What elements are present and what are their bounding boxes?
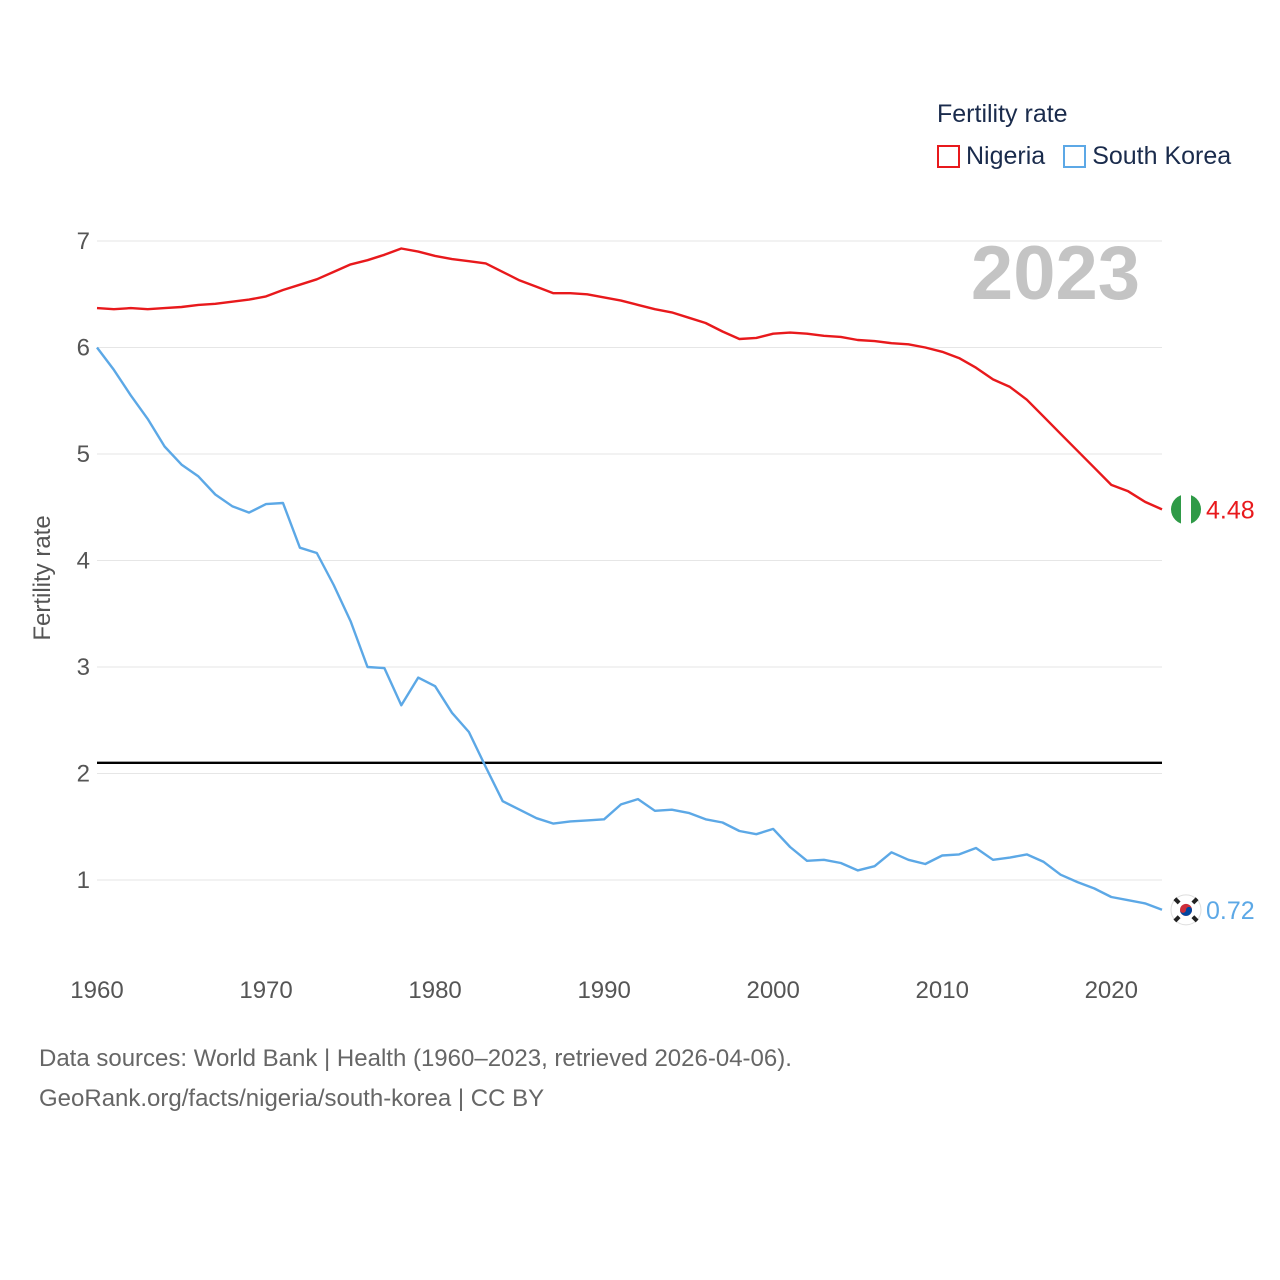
x-tick-label-1960: 1960 [70,977,123,1004]
y-tick-label-2: 2 [77,761,90,788]
south-korea-end-value: 0.72 [1206,897,1255,925]
y-tick-label-3: 3 [77,654,90,681]
legend: Nigeria South Korea [937,142,1249,171]
grid-layer [97,240,1162,881]
footer-sources: Data sources: World Bank | Health (1960–… [39,1045,792,1072]
nigeria-flag-icon [1171,494,1201,525]
trigram-1 [1173,897,1181,905]
trigram-4 [1191,915,1199,923]
legend-title: Fertility rate [937,100,1068,128]
x-tick-label-2010: 2010 [916,977,969,1004]
year-watermark: 2023 [971,231,1140,316]
legend-label-nigeria: Nigeria [966,142,1046,170]
legend-label-south-korea: South Korea [1092,142,1232,170]
y-axis-label: Fertility rate [29,515,56,640]
trigram-2 [1191,897,1199,905]
nigeria-swatch [937,145,960,168]
x-tick-label-1990: 1990 [577,977,630,1004]
y-tick-label-1: 1 [77,867,90,894]
footer-attribution[interactable]: GeoRank.org/facts/nigeria/south-korea | … [39,1085,545,1112]
x-tick-label-1970: 1970 [239,977,292,1004]
nigeria-line [96,247,1163,511]
x-tick-label-2020: 2020 [1085,977,1138,1004]
y-tick-label-7: 7 [77,228,90,255]
y-tick-label-4: 4 [77,548,90,575]
legend-item-south-korea[interactable]: South Korea [1063,142,1231,171]
trigram-3 [1173,915,1181,923]
x-tick-label-1980: 1980 [408,977,461,1004]
nigeria-end-value: 4.48 [1206,496,1255,524]
south-korea-flag-icon [1170,894,1202,926]
x-tick-labels: 1960 1970 1980 1990 2000 2010 2020 [70,977,1138,1004]
x-tick-label-2000: 2000 [746,977,799,1004]
y-tick-labels: 1 2 3 4 5 6 7 [77,228,90,894]
legend-item-nigeria[interactable]: Nigeria [937,142,1045,171]
south-korea-line [96,346,1163,911]
south-korea-swatch [1063,145,1087,168]
y-tick-label-6: 6 [77,335,90,362]
y-tick-label-5: 5 [77,441,90,468]
